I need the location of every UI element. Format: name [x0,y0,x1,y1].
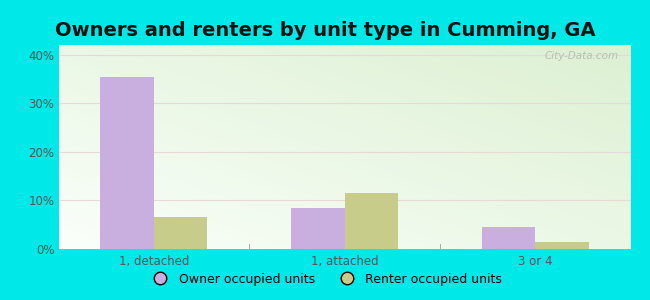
Bar [535,242,588,249]
Bar [291,208,344,249]
Text: Owners and renters by unit type in Cumming, GA: Owners and renters by unit type in Cummi… [55,21,595,40]
Legend: Owner occupied units, Renter occupied units: Owner occupied units, Renter occupied un… [143,268,507,291]
Bar [101,76,154,249]
Bar [154,218,207,249]
Text: City-Data.com: City-Data.com [545,51,619,61]
Bar [344,193,398,249]
Bar [482,227,535,249]
